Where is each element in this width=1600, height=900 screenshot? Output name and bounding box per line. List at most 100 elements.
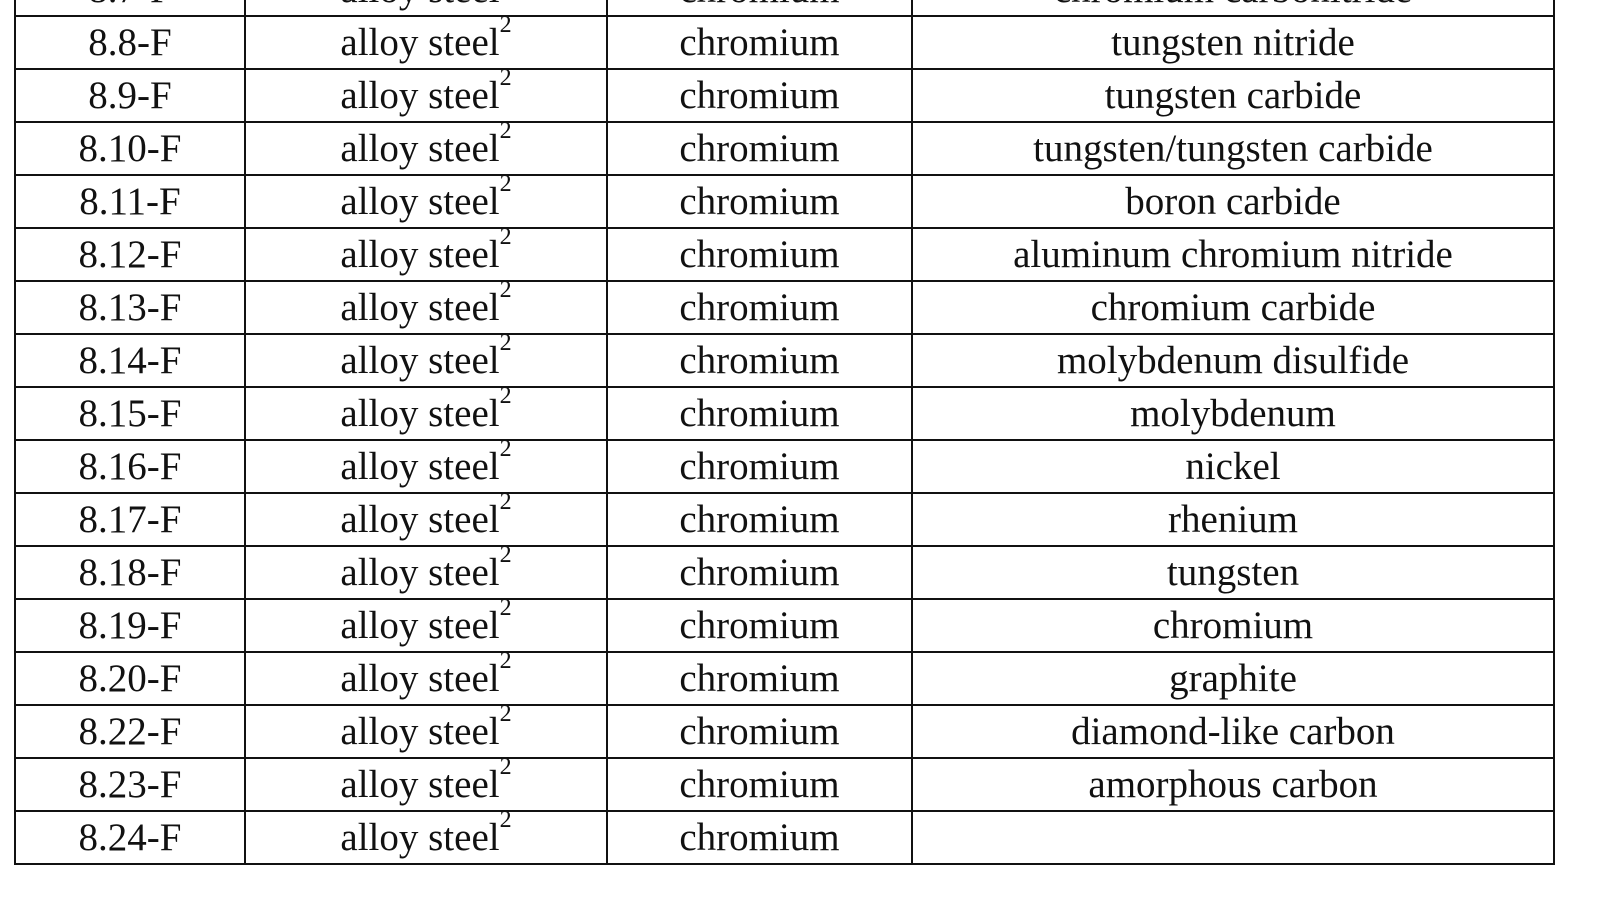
substrate-cell-text: alloy steel <box>340 551 500 594</box>
sample-id-cell-text: 8.15-F <box>78 392 182 435</box>
substrate-cell-text: alloy steel <box>340 233 500 276</box>
interlayer-cell-text: chromium <box>679 816 840 859</box>
coating-cell-text: chromium carbonitride <box>1054 0 1412 11</box>
substrate-cell-text: alloy steel <box>340 339 500 382</box>
substrate-cell: alloy steel2 <box>244 0 608 17</box>
substrate-cell-text: alloy steel <box>340 127 500 170</box>
table-row: 8.18-F alloy steel2 chromium tungsten <box>14 543 1555 600</box>
sample-id-cell: 8.12-F <box>14 227 246 282</box>
interlayer-cell-text: chromium <box>679 180 840 223</box>
coating-cell-text: boron carbide <box>1125 180 1341 223</box>
coating-cell-text: molybdenum disulfide <box>1056 339 1410 382</box>
sample-id-cell-text: 8.14-F <box>78 339 182 382</box>
interlayer-cell: chromium <box>606 174 913 229</box>
sample-id-cell-text: 8.20-F <box>78 657 182 700</box>
coating-cell: chromium carbide <box>911 280 1555 335</box>
interlayer-cell: chromium <box>606 386 913 441</box>
sample-id-cell: 8.9-F <box>14 68 246 123</box>
substrate-cell-text: alloy steel <box>340 74 500 117</box>
sample-id-cell: 8.10-F <box>14 121 246 176</box>
sample-id-cell: 8.18-F <box>14 545 246 600</box>
coating-cell: graphite <box>911 651 1555 706</box>
substrate-cell: alloy steel2 <box>244 543 608 600</box>
table-row: 8.14-F alloy steel2 chromium molybdenum dis… <box>14 331 1555 388</box>
footnote-marker: 2 <box>499 648 512 674</box>
sample-id-cell-text: 8.19-F <box>78 604 182 647</box>
sample-id-cell: 8.22-F <box>14 704 246 759</box>
coating-cell: tungsten <box>911 545 1555 600</box>
substrate-cell-text: alloy steel <box>340 180 500 223</box>
sample-id-cell: 8.20-F <box>14 651 246 706</box>
sample-id-cell-text: 8.16-F <box>78 445 182 488</box>
interlayer-cell: chromium <box>606 598 913 653</box>
interlayer-cell: chromium <box>606 704 913 759</box>
substrate-cell: alloy steel2 <box>244 13 608 70</box>
table-row: 8.17-F alloy steel2 chromium rhenium <box>14 490 1555 547</box>
table-row: 8.11-F alloy steel2 chromium boron carbide <box>14 172 1555 229</box>
interlayer-cell-text: chromium <box>679 339 840 382</box>
substrate-cell: alloy steel2 <box>244 702 608 759</box>
substrate-cell: alloy steel2 <box>244 755 608 812</box>
interlayer-cell-text: chromium <box>679 710 840 753</box>
interlayer-cell: chromium <box>606 810 913 865</box>
coating-cell-text: tungsten <box>1166 551 1300 594</box>
interlayer-cell: chromium <box>606 545 913 600</box>
coating-cell-text: chromium <box>1152 604 1314 647</box>
substrate-cell-text: alloy steel <box>340 286 500 329</box>
footnote-marker: 2 <box>499 224 512 250</box>
interlayer-cell: chromium <box>606 757 913 812</box>
substrate-cell: alloy steel2 <box>244 66 608 123</box>
coating-cell: tungsten nitride <box>911 15 1555 70</box>
coating-cell-text: chromium carbide <box>1090 286 1376 329</box>
interlayer-cell: chromium <box>606 0 913 17</box>
sample-id-cell-text: 8.24-F <box>78 816 182 859</box>
interlayer-cell-text: chromium <box>679 604 840 647</box>
footnote-marker: 2 <box>499 701 512 727</box>
table-row: 8.24-F alloy steel2 chromium <box>14 808 1555 865</box>
substrate-cell-text: alloy steel <box>340 763 500 806</box>
sample-id-cell-text: 8.23-F <box>78 763 182 806</box>
coating-cell <box>911 810 1555 865</box>
sample-id-cell: 8.23-F <box>14 757 246 812</box>
interlayer-cell: chromium <box>606 333 913 388</box>
interlayer-cell-text: chromium <box>679 657 840 700</box>
substrate-cell-text: alloy steel <box>340 657 500 700</box>
coating-cell-text: tungsten/tungsten carbide <box>1033 127 1433 170</box>
substrate-cell-text: alloy steel <box>340 498 500 541</box>
table-row: 8.12-F alloy steel2 chromium aluminum chrom… <box>14 225 1555 282</box>
coating-cell-text: rhenium <box>1168 498 1298 541</box>
footnote-marker: 2 <box>499 277 512 303</box>
sample-id-cell: 8.19-F <box>14 598 246 653</box>
substrate-cell: alloy steel2 <box>244 437 608 494</box>
substrate-cell-text: alloy steel <box>340 392 500 435</box>
interlayer-cell: chromium <box>606 15 913 70</box>
sample-id-cell: 8.7-F <box>14 0 246 17</box>
coating-cell-text: aluminum chromium nitride <box>1013 233 1453 276</box>
coating-cell: chromium carbonitride <box>911 0 1555 17</box>
footnote-marker: 2 <box>499 118 512 144</box>
interlayer-cell-text: chromium <box>679 551 840 594</box>
table-row: 8.10-F alloy steel2 chromium tungsten/tungs… <box>14 119 1555 176</box>
coating-cell-text: molybdenum <box>1130 392 1336 435</box>
coating-cell: amorphous carbon <box>911 757 1555 812</box>
substrate-cell: alloy steel2 <box>244 225 608 282</box>
sample-id-cell-text: 8.22-F <box>78 710 182 753</box>
sample-id-cell-text: 8.7-F <box>88 0 171 11</box>
substrate-cell: alloy steel2 <box>244 119 608 176</box>
coating-cell: molybdenum <box>911 386 1555 441</box>
sample-id-cell-text: 8.13-F <box>78 286 182 329</box>
coating-cell-text: tungsten nitride <box>1111 21 1355 64</box>
sample-id-cell-text: 8.11-F <box>79 180 181 223</box>
sample-id-cell-text: 8.18-F <box>78 551 182 594</box>
coating-cell: aluminum chromium nitride <box>911 227 1555 282</box>
substrate-cell: alloy steel2 <box>244 490 608 547</box>
interlayer-cell-text: chromium <box>679 498 840 541</box>
sample-id-cell: 8.15-F <box>14 386 246 441</box>
sample-id-cell: 8.24-F <box>14 810 246 865</box>
coating-cell-text: nickel <box>1185 445 1281 488</box>
interlayer-cell-text: chromium <box>679 74 840 117</box>
substrate-cell: alloy steel2 <box>244 596 608 653</box>
footnote-marker: 2 <box>499 436 512 462</box>
substrate-cell: alloy steel2 <box>244 384 608 441</box>
